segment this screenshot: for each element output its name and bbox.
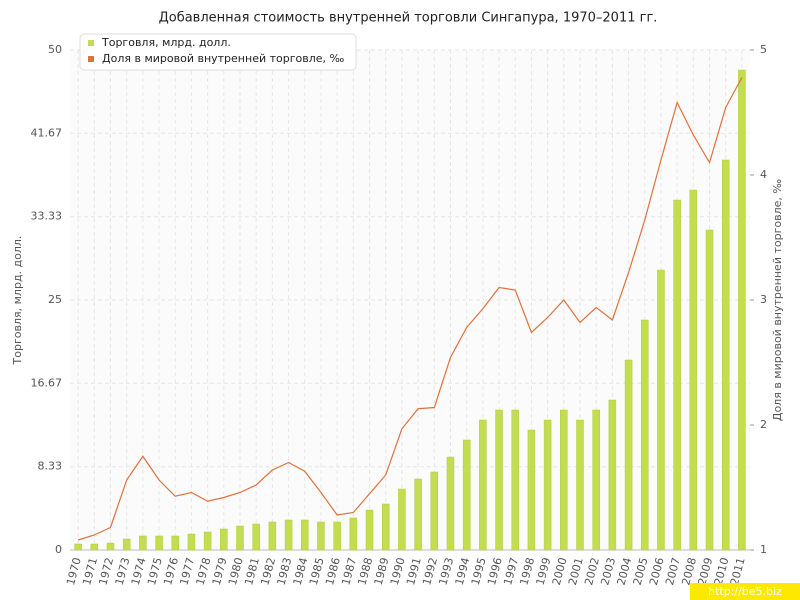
bar: [122, 538, 131, 551]
bar: [349, 517, 358, 551]
y2-tick-label: 1: [760, 543, 767, 556]
bar: [252, 523, 260, 551]
bar: [495, 409, 503, 551]
watermark-bg: [690, 583, 800, 600]
y2-tick-label: 3: [760, 293, 767, 306]
bar: [705, 229, 714, 551]
bar: [220, 528, 228, 551]
line: [77, 77, 743, 541]
bar: [171, 535, 179, 551]
bar: [560, 409, 568, 551]
legend-label: Торговля, млрд. долл.: [101, 36, 231, 49]
bar: [624, 359, 633, 551]
bar: [430, 471, 439, 551]
y-tick-label: 25: [48, 293, 62, 306]
y2-axis-title: Доля в мировой внутренней торговле, ‰: [771, 179, 784, 422]
y2-tick-label: 4: [760, 168, 767, 181]
bar: [155, 535, 163, 551]
bar: [689, 189, 698, 551]
bar: [268, 521, 277, 551]
bar: [479, 419, 487, 551]
bar: [187, 533, 196, 551]
bar: [381, 503, 390, 551]
bar: [641, 319, 649, 551]
y-axis-title: Торговля, млрд. долл.: [11, 236, 24, 366]
y-tick-label: 50: [48, 43, 62, 56]
bar: [721, 159, 730, 551]
bar: [74, 543, 82, 551]
bar: [317, 521, 325, 551]
bar: [592, 409, 600, 551]
bar: [511, 409, 519, 551]
bar: [106, 542, 115, 551]
y-tick-label: 41.67: [31, 126, 63, 139]
y-tick-label: 33.33: [31, 210, 63, 223]
bar: [462, 439, 471, 551]
bar: [446, 456, 455, 551]
y-tick-label: 0: [55, 543, 62, 556]
bar: [203, 531, 212, 551]
bar: [608, 399, 617, 551]
legend-label: Доля в мировой внутренней торговле, ‰: [102, 52, 345, 65]
bar: [543, 419, 552, 551]
y-tick-label: 16.67: [31, 376, 63, 389]
bar: [657, 269, 665, 551]
bar: [301, 519, 309, 551]
y2-tick-label: 2: [760, 418, 767, 431]
bar: [365, 509, 374, 551]
bar: [139, 535, 147, 551]
chart-title: Добавленная стоимость внутренней торговл…: [159, 11, 658, 26]
bar: [90, 543, 99, 551]
legend-box: [79, 33, 357, 71]
bar: [576, 419, 584, 551]
bar: [236, 525, 244, 551]
bar: [527, 429, 536, 551]
bar: [333, 521, 341, 551]
watermark: http://be5.biz: [708, 585, 782, 598]
y2-tick-label: 5: [760, 43, 767, 56]
bar: [738, 69, 746, 551]
bar: [673, 199, 681, 551]
bar: [398, 488, 406, 551]
bar: [284, 519, 293, 551]
bar: [414, 478, 422, 551]
legend-swatch: [88, 40, 94, 46]
legend-swatch: [88, 56, 94, 62]
y-tick-label: 8.33: [38, 460, 63, 473]
